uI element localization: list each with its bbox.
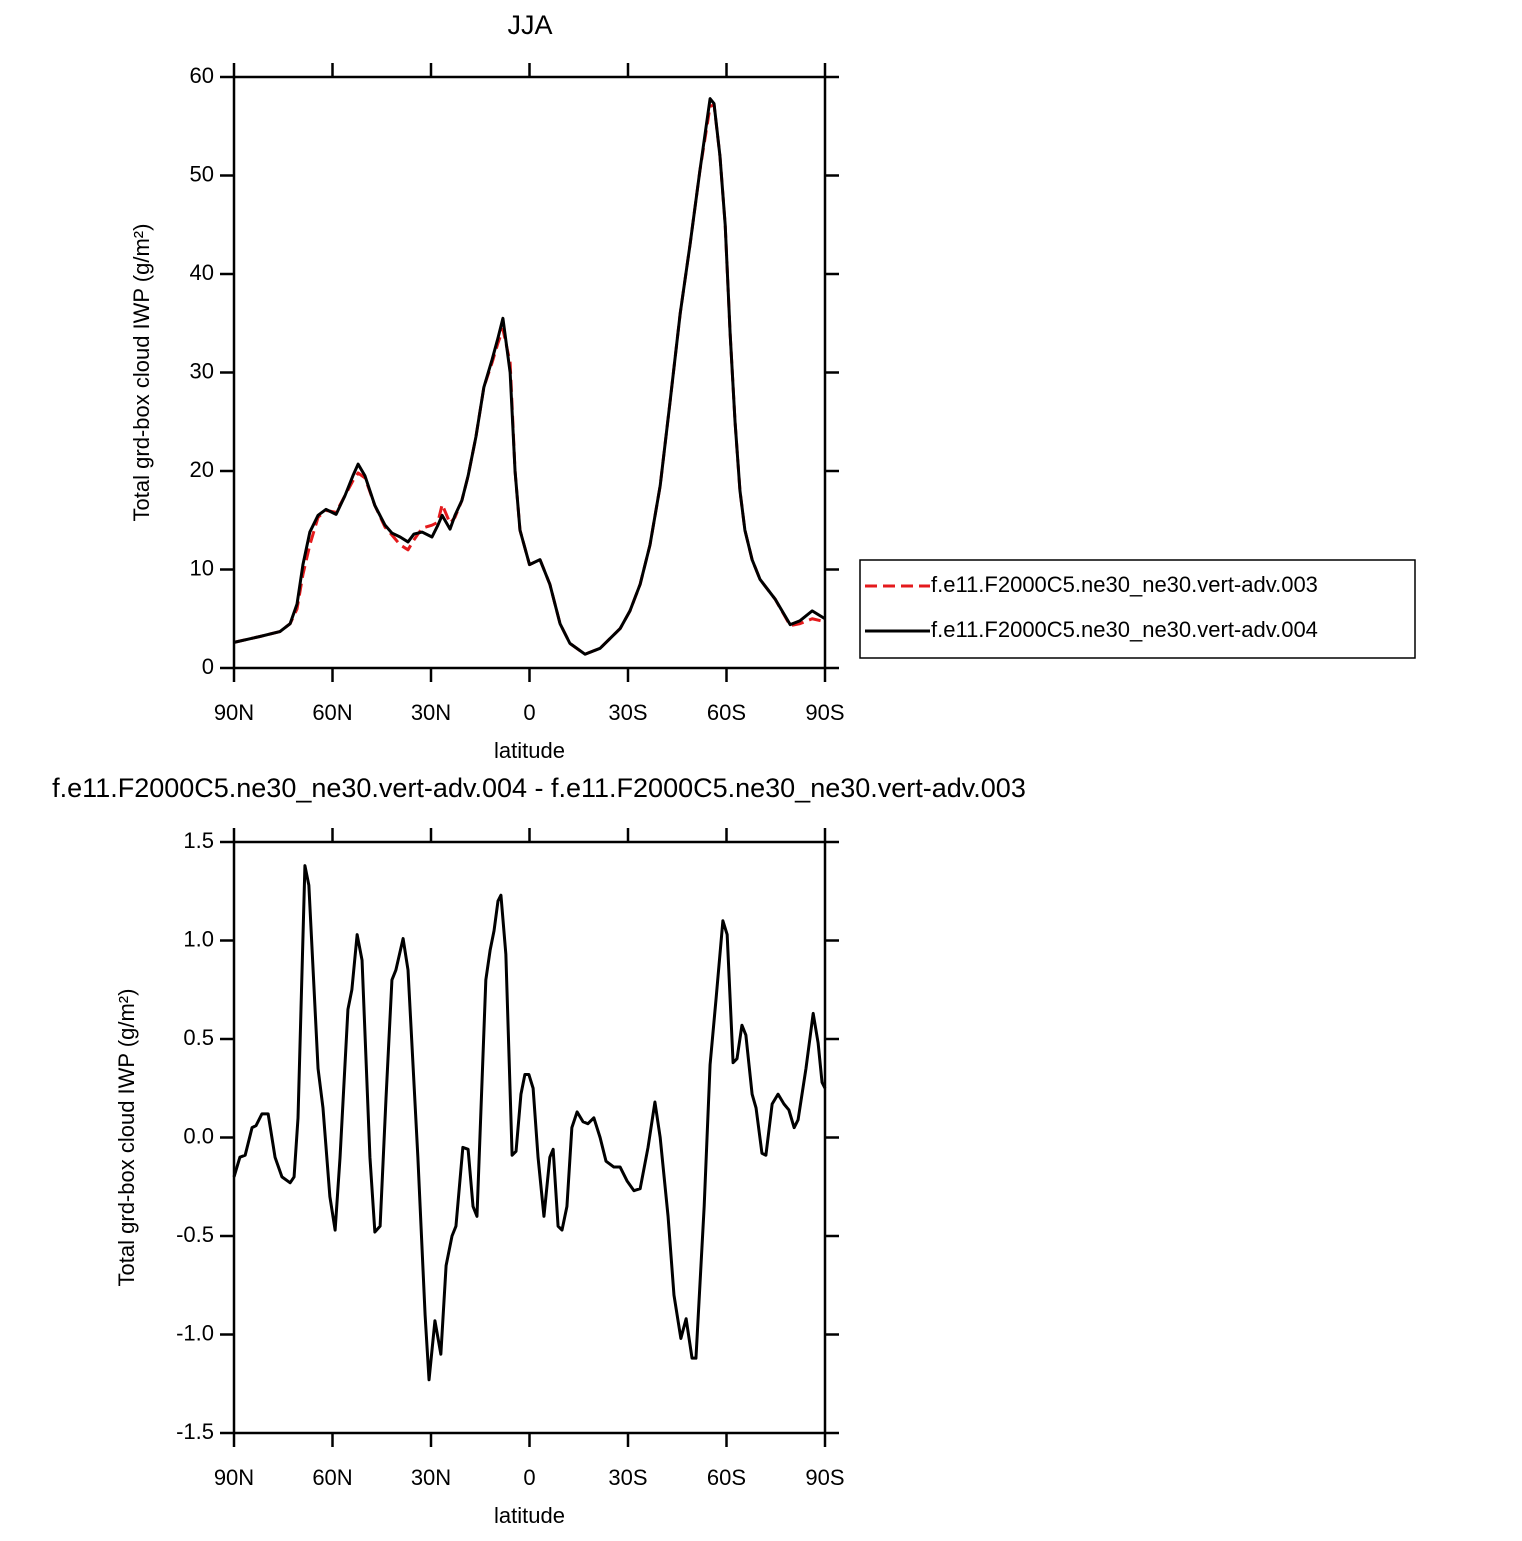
plot-frame: [232, 840, 827, 1435]
data-line: [233, 97, 826, 656]
chart-title: f.e11.F2000C5.ne30_ne30.vert-adv.004 - f…: [52, 773, 1026, 803]
legend-label: f.e11.F2000C5.ne30_ne30.vert-adv.003: [931, 572, 1318, 597]
x-tick-label: 60S: [707, 1465, 746, 1490]
data-line: [232, 864, 827, 1382]
y-tick-label: 50: [190, 161, 214, 186]
y-tick-label: 0.0: [183, 1123, 214, 1148]
y-axis-label: Total grd-box cloud IWP (g/m²): [114, 989, 139, 1287]
y-tick-label: 60: [190, 63, 214, 88]
chart-title: JJA: [507, 10, 552, 40]
y-tick-label: 0: [202, 654, 214, 679]
x-tick-label: 90N: [214, 700, 254, 725]
y-tick-label: -1.5: [176, 1419, 214, 1444]
legend-label: f.e11.F2000C5.ne30_ne30.vert-adv.004: [931, 617, 1318, 642]
x-tick-label: 0: [523, 700, 535, 725]
y-tick-label: 1.0: [183, 926, 214, 951]
x-tick-label: 30S: [608, 1465, 647, 1490]
y-tick-label: 0.5: [183, 1025, 214, 1050]
x-axis-label: latitude: [494, 738, 565, 763]
x-tick-label: 60N: [312, 700, 352, 725]
x-tick-label: 0: [523, 1465, 535, 1490]
y-tick-label: -0.5: [176, 1222, 214, 1247]
x-tick-label: 30S: [608, 700, 647, 725]
y-tick-label: -1.0: [176, 1320, 214, 1345]
plot-frame: [232, 75, 827, 670]
x-tick-label: 30N: [411, 1465, 451, 1490]
x-tick-label: 30N: [411, 700, 451, 725]
legend-box: [859, 559, 1416, 659]
y-tick-label: 30: [190, 358, 214, 383]
y-tick-label: 1.5: [183, 828, 214, 853]
x-tick-label: 90S: [805, 1465, 844, 1490]
x-tick-label: 60N: [312, 1465, 352, 1490]
y-tick-label: 40: [190, 260, 214, 285]
y-tick-label: 20: [190, 457, 214, 482]
y-tick-label: 10: [190, 555, 214, 580]
x-tick-label: 90S: [805, 700, 844, 725]
x-tick-label: 60S: [707, 700, 746, 725]
x-tick-label: 90N: [214, 1465, 254, 1490]
x-axis-label: latitude: [494, 1503, 565, 1528]
y-axis-label: Total grd-box cloud IWP (g/m²): [129, 224, 154, 522]
data-line: [233, 103, 826, 656]
